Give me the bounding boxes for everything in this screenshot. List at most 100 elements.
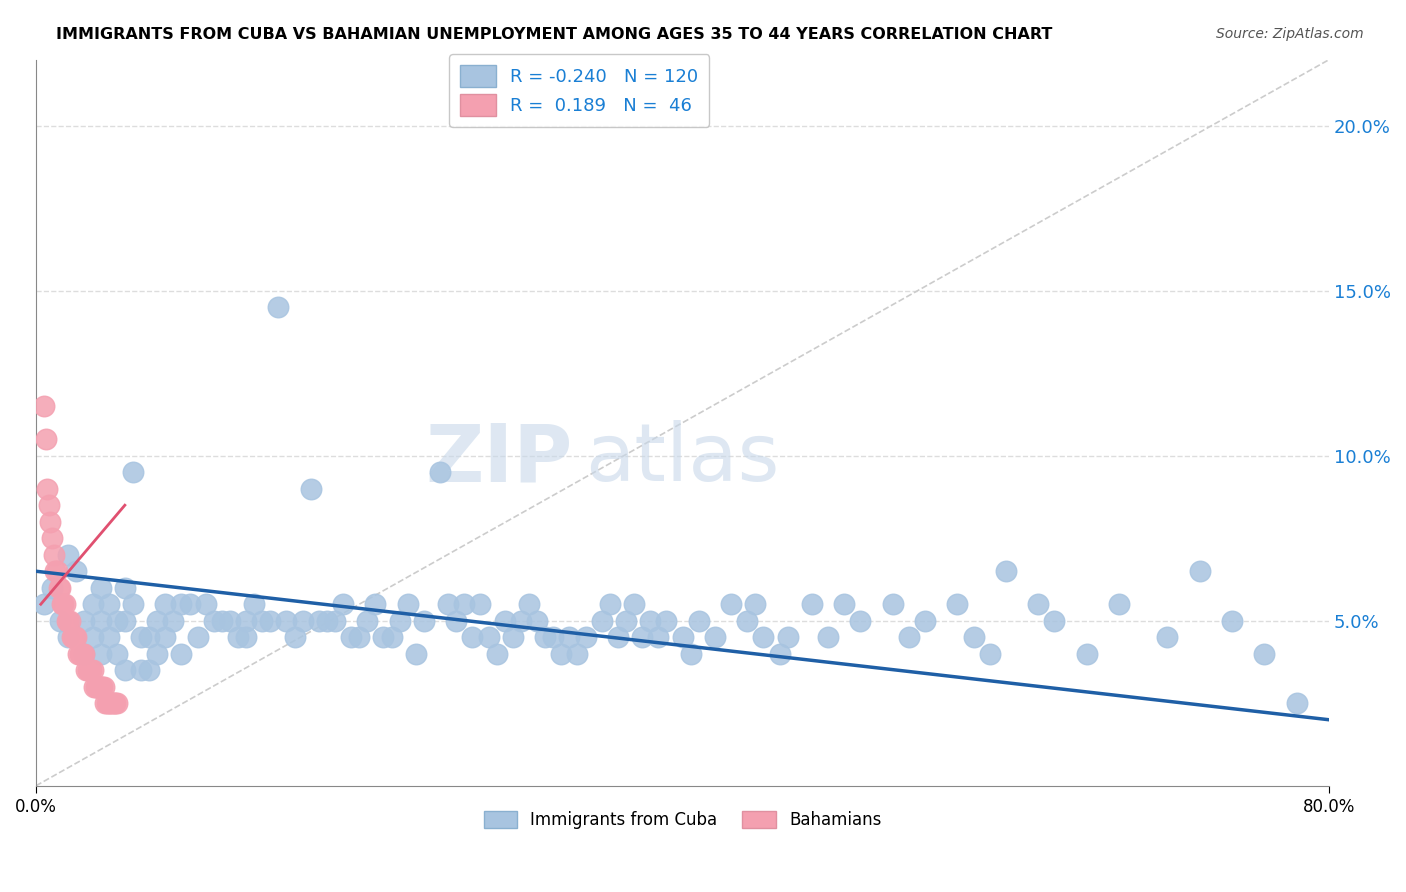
Point bbox=[155, 630, 177, 644]
Point bbox=[276, 614, 298, 628]
Point bbox=[517, 597, 540, 611]
Point bbox=[103, 696, 125, 710]
Point bbox=[412, 614, 434, 628]
Point bbox=[170, 597, 193, 611]
Point bbox=[614, 614, 637, 628]
Point bbox=[599, 597, 621, 611]
Point bbox=[219, 614, 242, 628]
Point bbox=[591, 614, 613, 628]
Point bbox=[155, 597, 177, 611]
Point bbox=[59, 614, 82, 628]
Point bbox=[332, 597, 354, 611]
Point bbox=[138, 630, 160, 644]
Point bbox=[146, 614, 169, 628]
Point bbox=[32, 597, 55, 611]
Point bbox=[75, 663, 97, 677]
Point bbox=[51, 597, 73, 611]
Point bbox=[170, 647, 193, 661]
Point bbox=[744, 597, 766, 611]
Point bbox=[97, 630, 120, 644]
Point bbox=[66, 647, 89, 661]
Point bbox=[396, 597, 419, 611]
Point bbox=[84, 680, 107, 694]
Point bbox=[623, 597, 645, 611]
Point bbox=[688, 614, 710, 628]
Point bbox=[356, 614, 378, 628]
Point bbox=[897, 630, 920, 644]
Point bbox=[37, 482, 59, 496]
Point bbox=[444, 614, 467, 628]
Point bbox=[122, 465, 145, 479]
Text: Source: ZipAtlas.com: Source: ZipAtlas.com bbox=[1216, 27, 1364, 41]
Point bbox=[323, 614, 346, 628]
Point bbox=[34, 432, 56, 446]
Point bbox=[308, 614, 330, 628]
Point bbox=[96, 696, 118, 710]
Point bbox=[526, 614, 548, 628]
Point bbox=[647, 630, 669, 644]
Point bbox=[679, 647, 702, 661]
Point bbox=[73, 647, 96, 661]
Point bbox=[1188, 564, 1211, 578]
Point bbox=[979, 647, 1001, 661]
Point bbox=[58, 548, 80, 562]
Point bbox=[703, 630, 725, 644]
Point bbox=[946, 597, 969, 611]
Point bbox=[79, 663, 101, 677]
Point bbox=[62, 630, 84, 644]
Point bbox=[291, 614, 314, 628]
Point bbox=[72, 647, 94, 661]
Point bbox=[93, 680, 115, 694]
Point bbox=[58, 630, 80, 644]
Point bbox=[461, 630, 484, 644]
Point bbox=[202, 614, 225, 628]
Point bbox=[179, 597, 201, 611]
Point bbox=[65, 630, 87, 644]
Point bbox=[83, 680, 105, 694]
Point bbox=[82, 663, 104, 677]
Point bbox=[49, 581, 72, 595]
Point bbox=[55, 614, 77, 628]
Point bbox=[429, 465, 451, 479]
Point bbox=[187, 630, 209, 644]
Point bbox=[1156, 630, 1178, 644]
Point bbox=[1253, 647, 1275, 661]
Point bbox=[768, 647, 790, 661]
Point bbox=[49, 614, 72, 628]
Point bbox=[1043, 614, 1066, 628]
Point bbox=[101, 696, 124, 710]
Point bbox=[267, 300, 290, 314]
Point bbox=[800, 597, 823, 611]
Point bbox=[832, 597, 855, 611]
Text: atlas: atlas bbox=[585, 420, 780, 498]
Point bbox=[606, 630, 628, 644]
Point bbox=[1220, 614, 1243, 628]
Point bbox=[114, 614, 136, 628]
Point bbox=[42, 548, 65, 562]
Point bbox=[671, 630, 693, 644]
Point bbox=[494, 614, 516, 628]
Point bbox=[550, 647, 572, 661]
Point bbox=[69, 647, 91, 661]
Point bbox=[87, 680, 110, 694]
Point bbox=[631, 630, 654, 644]
Point bbox=[41, 531, 63, 545]
Point bbox=[38, 498, 60, 512]
Point bbox=[752, 630, 775, 644]
Point bbox=[720, 597, 742, 611]
Point bbox=[849, 614, 872, 628]
Point bbox=[98, 696, 121, 710]
Point bbox=[60, 630, 83, 644]
Point bbox=[97, 597, 120, 611]
Point bbox=[73, 647, 96, 661]
Point bbox=[73, 614, 96, 628]
Point bbox=[90, 581, 112, 595]
Point bbox=[655, 614, 678, 628]
Point bbox=[63, 630, 86, 644]
Point bbox=[259, 614, 281, 628]
Point bbox=[211, 614, 233, 628]
Point bbox=[470, 597, 492, 611]
Point bbox=[373, 630, 395, 644]
Point bbox=[70, 647, 93, 661]
Point bbox=[82, 597, 104, 611]
